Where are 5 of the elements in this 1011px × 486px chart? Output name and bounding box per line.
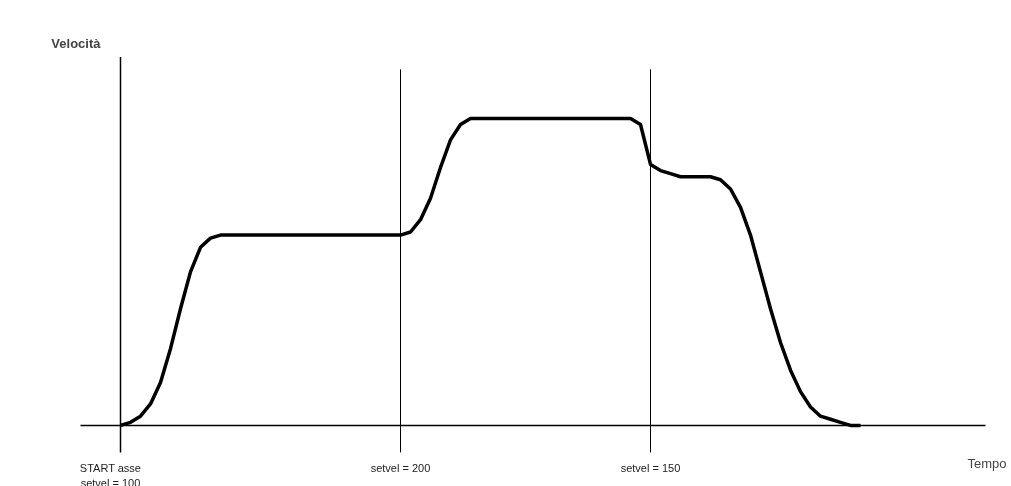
x-tick-label: setvel = 150 <box>620 462 681 475</box>
text: Tempo <box>967 456 1007 472</box>
text: Velocità <box>51 35 102 51</box>
x-tick-label: START asse setvel = 100 <box>79 462 141 486</box>
x-tick-label: setvel = 200 <box>370 462 431 475</box>
